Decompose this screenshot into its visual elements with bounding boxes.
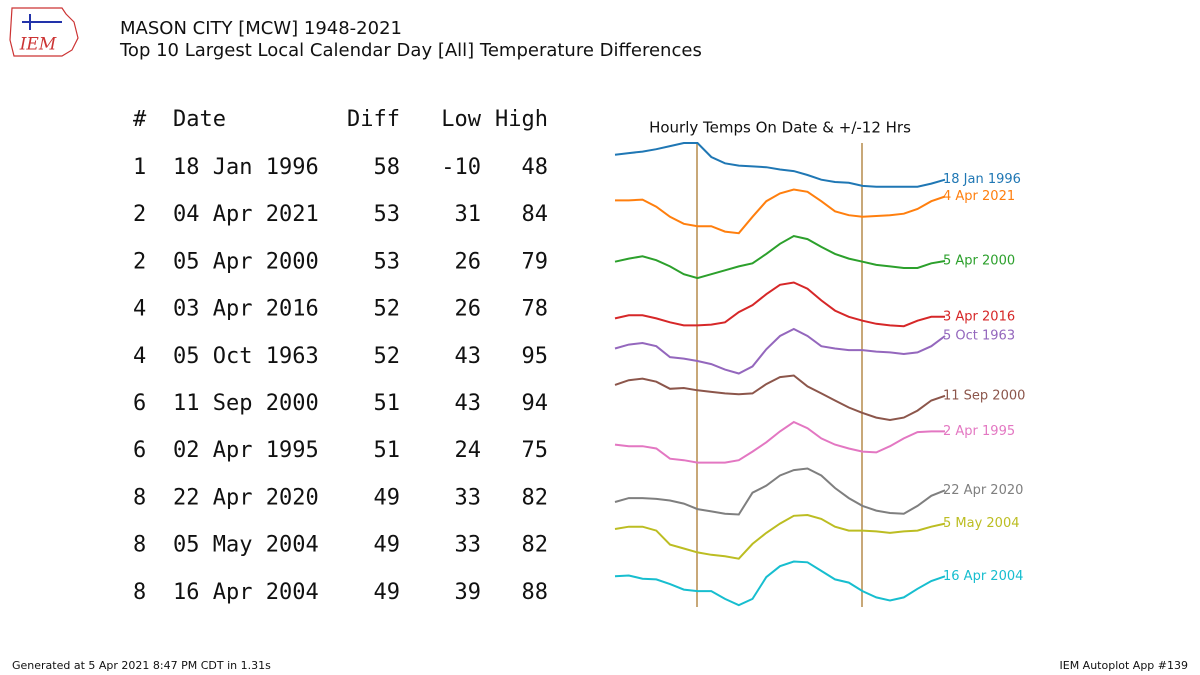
table-cell: 49 — [374, 485, 401, 510]
logo-text: IEM — [19, 35, 57, 55]
table-cell: 2 — [133, 249, 146, 274]
table-cell: 52 — [374, 297, 401, 322]
temp-line — [614, 142, 946, 188]
series-label: 16 Apr 2004 — [943, 569, 1023, 584]
table-cell: 58 — [374, 155, 401, 180]
table-cell: 8 — [133, 533, 146, 558]
temp-line — [614, 513, 946, 560]
table-cell: 33 — [455, 485, 482, 510]
table-cell: 6 — [133, 438, 146, 463]
table-cell: 33 — [455, 533, 482, 558]
table-cell: 04 Apr 2021 — [173, 202, 319, 227]
table-cell: 05 May 2004 — [173, 533, 319, 558]
table-cell: 11 Sep 2000 — [173, 391, 319, 416]
series-label: 4 Apr 2021 — [943, 189, 1015, 204]
logo: IEM — [9, 7, 79, 57]
temp-line — [615, 188, 946, 235]
title: MASON CITY [MCW] 1948-2021 — [120, 18, 402, 39]
table-cell: 02 Apr 1995 — [173, 438, 319, 463]
table-cell: 26 — [455, 249, 482, 274]
table-cell: 05 Oct 1963 — [173, 344, 319, 369]
table-cell: 2 — [133, 202, 146, 227]
subtitle: Top 10 Largest Local Calendar Day [All] … — [119, 40, 702, 61]
table-cell: 94 — [522, 391, 549, 416]
table-cell: 26 — [455, 297, 482, 322]
table-cell: 79 — [522, 249, 549, 274]
series-label: 18 Jan 1996 — [943, 172, 1021, 187]
table-cell: 8 — [133, 485, 146, 510]
column-header: High — [495, 107, 548, 132]
column-header: # — [133, 107, 147, 132]
temp-line — [614, 374, 946, 422]
table-cell: 43 — [455, 391, 482, 416]
table-cell: 75 — [522, 438, 549, 463]
series-label: 2 Apr 1995 — [943, 424, 1015, 439]
table-cell: 43 — [455, 344, 482, 369]
table-cell: 78 — [522, 297, 549, 322]
series-label: 5 May 2004 — [943, 516, 1020, 531]
table-cell: 22 Apr 2020 — [173, 485, 319, 510]
table-cell: 53 — [374, 249, 401, 274]
series-label: 5 Apr 2000 — [943, 253, 1015, 268]
footer-right: IEM Autoplot App #139 — [1060, 659, 1189, 672]
logo-outline — [9, 7, 79, 57]
table-cell: 16 Apr 2004 — [173, 580, 319, 605]
column-header: Diff — [347, 107, 400, 132]
table-cell: 8 — [133, 580, 146, 605]
table-cell: 39 — [455, 580, 482, 605]
table-cell: 1 — [133, 155, 146, 180]
table-cell: 49 — [374, 580, 401, 605]
series-label: 3 Apr 2016 — [943, 309, 1015, 324]
table-cell: 48 — [522, 155, 549, 180]
column-header: Low — [441, 107, 481, 132]
table-cell: 53 — [374, 202, 401, 227]
table-cell: 51 — [374, 391, 401, 416]
footer-left: Generated at 5 Apr 2021 8:47 PM CDT in 1… — [12, 659, 271, 672]
table-cell: 6 — [133, 391, 146, 416]
temp-line — [614, 560, 946, 607]
table-cell: -10 — [441, 155, 481, 180]
series-label: 22 Apr 2020 — [943, 483, 1023, 498]
table-cell: 82 — [522, 485, 549, 510]
table-cell: 49 — [374, 533, 401, 558]
table-cell: 4 — [133, 297, 146, 322]
table-cell: 05 Apr 2000 — [173, 249, 319, 274]
table-cell: 82 — [522, 533, 549, 558]
temp-line — [614, 420, 945, 464]
table-cell: 18 Jan 1996 — [173, 155, 319, 180]
table-cell: 31 — [455, 202, 482, 227]
series-label: 11 Sep 2000 — [943, 388, 1025, 403]
table-cell: 84 — [522, 202, 549, 227]
table-cell: 52 — [374, 344, 401, 369]
temp-line — [614, 234, 946, 280]
table-cell: 03 Apr 2016 — [173, 297, 319, 322]
column-header: Date — [173, 107, 226, 132]
temp-line — [614, 327, 946, 375]
chart-title: Hourly Temps On Date & +/-12 Hrs — [649, 119, 911, 137]
series-label: 5 Oct 1963 — [943, 329, 1015, 344]
table-cell: 88 — [522, 580, 549, 605]
temp-line — [614, 281, 945, 328]
table-cell: 51 — [374, 438, 401, 463]
table-cell: 24 — [455, 438, 482, 463]
table-cell: 95 — [522, 344, 549, 369]
temp-line — [614, 467, 946, 516]
table-cell: 4 — [133, 344, 146, 369]
